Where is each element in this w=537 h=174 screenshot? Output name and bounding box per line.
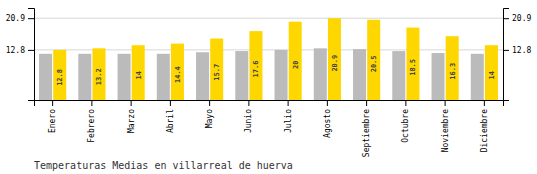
tick: Enero bbox=[48, 100, 57, 133]
bar bbox=[132, 45, 145, 100]
y2-axis: 12.8 20.9 bbox=[503, 9, 531, 101]
data-label: 14.4 bbox=[174, 66, 182, 83]
tick: Junio bbox=[244, 100, 253, 133]
bar bbox=[275, 50, 288, 100]
chart: 12.8 13.2 14 14.4 15.7 17.6 20 20.9 20.5 18.5 16.3… bbox=[0, 0, 537, 174]
tick-label: Abril bbox=[166, 109, 175, 133]
bar bbox=[157, 54, 170, 100]
data-label: 20.9 bbox=[331, 55, 339, 72]
tick: Diciembre bbox=[480, 100, 489, 152]
tick-label: Septiembre bbox=[362, 109, 371, 157]
tick-label: Julio bbox=[284, 109, 293, 133]
bar bbox=[53, 50, 66, 100]
bar bbox=[432, 53, 445, 100]
axis-line bbox=[504, 9, 510, 101]
data-label: 20 bbox=[292, 61, 300, 69]
tick-label: 12.8 bbox=[512, 46, 531, 55]
tick-mark bbox=[170, 100, 171, 106]
bar bbox=[446, 36, 459, 100]
tick-mark bbox=[248, 100, 249, 106]
data-label: 20.5 bbox=[370, 55, 378, 72]
data-label: 14 bbox=[135, 71, 143, 79]
bar bbox=[196, 52, 209, 100]
tick: Septiembre bbox=[362, 100, 371, 157]
tick-label: Agosto bbox=[323, 109, 332, 138]
bar bbox=[485, 45, 498, 100]
tick-mark bbox=[484, 100, 485, 106]
tick: 20.9 bbox=[6, 14, 34, 23]
grid-line bbox=[34, 18, 503, 19]
tick-mark bbox=[28, 18, 34, 19]
tick: 20.9 bbox=[503, 14, 531, 23]
bar bbox=[353, 49, 366, 100]
tick-mark bbox=[445, 100, 446, 106]
bar bbox=[471, 54, 484, 100]
tick-mark bbox=[327, 100, 328, 106]
bar bbox=[289, 22, 302, 100]
tick-label: Junio bbox=[244, 109, 253, 133]
bar bbox=[314, 48, 327, 100]
tick-mark bbox=[288, 100, 289, 106]
tick-label: Marzo bbox=[127, 109, 136, 133]
data-label: 16.3 bbox=[449, 63, 457, 80]
x-axis: Enero Febrero Marzo Abril Mayo Junio Julio Agos… bbox=[35, 100, 504, 157]
tick-label: 12.8 bbox=[6, 46, 25, 55]
tick-mark bbox=[52, 100, 53, 106]
tick-label: Enero bbox=[48, 109, 57, 133]
tick: Febrero bbox=[87, 100, 96, 143]
bar bbox=[210, 39, 223, 100]
data-label: 15.7 bbox=[213, 64, 221, 81]
tick: 12.8 bbox=[503, 46, 531, 55]
axis-line bbox=[28, 9, 35, 101]
tick-mark bbox=[503, 50, 509, 51]
tick-label: Diciembre bbox=[480, 109, 489, 153]
grid bbox=[34, 18, 503, 50]
tick-label: 20.9 bbox=[512, 14, 531, 23]
tick-label: 20.9 bbox=[6, 14, 25, 23]
tick-mark bbox=[405, 100, 406, 106]
tick: Mayo bbox=[205, 100, 214, 128]
tick: Marzo bbox=[127, 100, 136, 133]
bar bbox=[118, 54, 131, 100]
bar bbox=[39, 54, 52, 100]
title: Temperaturas Medias en villarreal de hue… bbox=[34, 160, 293, 171]
bar bbox=[249, 31, 262, 100]
bar bbox=[392, 51, 405, 100]
bar bbox=[78, 54, 91, 100]
data-label: 12.8 bbox=[56, 69, 64, 86]
tick-mark bbox=[131, 100, 132, 106]
bar bbox=[406, 28, 419, 100]
tick: Julio bbox=[284, 100, 293, 133]
tick: Abril bbox=[166, 100, 175, 133]
bar bbox=[92, 48, 105, 100]
tick-label: Octubre bbox=[401, 109, 410, 143]
bars bbox=[39, 18, 498, 100]
bar bbox=[367, 20, 380, 100]
bar bbox=[171, 44, 184, 100]
data-labels: 12.8 13.2 14 14.4 15.7 17.6 20 20.9 20.5 18.5 16.3… bbox=[56, 55, 496, 86]
tick-mark bbox=[503, 18, 509, 19]
data-label: 14 bbox=[488, 71, 496, 79]
data-label: 18.5 bbox=[409, 59, 417, 76]
bar bbox=[328, 18, 341, 100]
data-label: 17.6 bbox=[252, 61, 260, 78]
bar bbox=[235, 51, 248, 100]
tick-mark bbox=[366, 100, 367, 106]
tick-mark bbox=[91, 100, 92, 106]
tick-label: Febrero bbox=[87, 109, 96, 143]
tick: Octubre bbox=[401, 100, 410, 143]
tick-label: Mayo bbox=[205, 109, 214, 128]
data-label: 13.2 bbox=[95, 68, 103, 85]
axis-line bbox=[35, 101, 504, 107]
y-axis: 12.8 20.9 bbox=[6, 9, 35, 101]
tick: Agosto bbox=[323, 100, 332, 138]
tick-mark bbox=[209, 100, 210, 106]
series bbox=[53, 18, 498, 100]
tick-label: Noviembre bbox=[441, 109, 450, 153]
tick-mark bbox=[28, 50, 34, 51]
tick: Noviembre bbox=[441, 100, 450, 152]
plot: 12.8 13.2 14 14.4 15.7 17.6 20 20.9 20.5 18.5 16.3… bbox=[6, 9, 532, 158]
tick: 12.8 bbox=[6, 46, 34, 55]
